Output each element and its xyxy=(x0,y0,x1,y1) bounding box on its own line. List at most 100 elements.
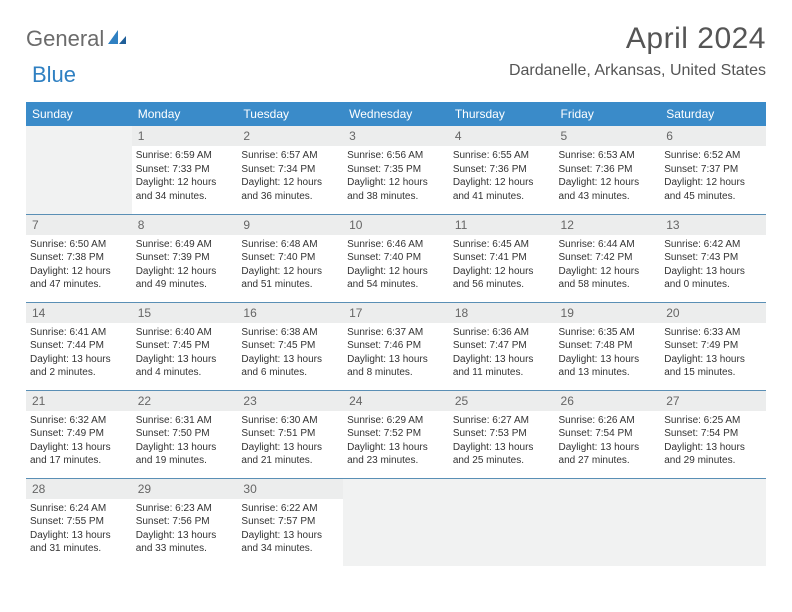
daylight-line: Daylight: 13 hours and 13 minutes. xyxy=(559,353,657,380)
logo: General xyxy=(26,26,128,52)
dow-thursday: Thursday xyxy=(449,102,555,126)
day-body: Sunrise: 6:30 AMSunset: 7:51 PMDaylight:… xyxy=(237,411,343,472)
calendar-cell: 25Sunrise: 6:27 AMSunset: 7:53 PMDayligh… xyxy=(449,390,555,478)
day-body: Sunrise: 6:36 AMSunset: 7:47 PMDaylight:… xyxy=(449,323,555,384)
daylight-line: Daylight: 13 hours and 21 minutes. xyxy=(241,441,339,468)
day-number: 6 xyxy=(660,126,766,146)
calendar-week-row: 14Sunrise: 6:41 AMSunset: 7:44 PMDayligh… xyxy=(26,302,766,390)
daylight-line: Daylight: 13 hours and 19 minutes. xyxy=(136,441,234,468)
sunset-line: Sunset: 7:46 PM xyxy=(347,339,445,353)
sunrise-line: Sunrise: 6:57 AM xyxy=(241,149,339,163)
day-body: Sunrise: 6:57 AMSunset: 7:34 PMDaylight:… xyxy=(237,146,343,207)
logo-text-general: General xyxy=(26,26,104,52)
calendar-cell: 18Sunrise: 6:36 AMSunset: 7:47 PMDayligh… xyxy=(449,302,555,390)
day-number: 12 xyxy=(555,215,661,235)
sunrise-line: Sunrise: 6:38 AM xyxy=(241,326,339,340)
day-body: Sunrise: 6:55 AMSunset: 7:36 PMDaylight:… xyxy=(449,146,555,207)
sunset-line: Sunset: 7:37 PM xyxy=(664,163,762,177)
daylight-line: Daylight: 12 hours and 51 minutes. xyxy=(241,265,339,292)
sunset-line: Sunset: 7:39 PM xyxy=(136,251,234,265)
calendar-cell: 4Sunrise: 6:55 AMSunset: 7:36 PMDaylight… xyxy=(449,126,555,214)
sunrise-line: Sunrise: 6:41 AM xyxy=(30,326,128,340)
day-number: 4 xyxy=(449,126,555,146)
calendar-cell: 6 Sunrise: 6:52 AMSunset: 7:37 PMDaylight… xyxy=(660,126,766,214)
day-body: Sunrise: 6:37 AMSunset: 7:46 PMDaylight:… xyxy=(343,323,449,384)
day-number: 21 xyxy=(26,391,132,411)
logo-text-blue: Blue xyxy=(32,62,76,88)
day-number: 18 xyxy=(449,303,555,323)
day-number: 28 xyxy=(26,479,132,499)
daylight-line: Daylight: 12 hours and 45 minutes. xyxy=(664,176,762,203)
calendar-week-row: 21Sunrise: 6:32 AMSunset: 7:49 PMDayligh… xyxy=(26,390,766,478)
calendar-cell: 26Sunrise: 6:26 AMSunset: 7:54 PMDayligh… xyxy=(555,390,661,478)
day-body: Sunrise: 6:56 AMSunset: 7:35 PMDaylight:… xyxy=(343,146,449,207)
sunset-line: Sunset: 7:52 PM xyxy=(347,427,445,441)
sunset-line: Sunset: 7:44 PM xyxy=(30,339,128,353)
daylight-line: Daylight: 12 hours and 58 minutes. xyxy=(559,265,657,292)
calendar-cell: 16Sunrise: 6:38 AMSunset: 7:45 PMDayligh… xyxy=(237,302,343,390)
sunset-line: Sunset: 7:57 PM xyxy=(241,515,339,529)
sunset-line: Sunset: 7:53 PM xyxy=(453,427,551,441)
day-body: Sunrise: 6:45 AMSunset: 7:41 PMDaylight:… xyxy=(449,235,555,296)
day-number: 26 xyxy=(555,391,661,411)
day-number: 20 xyxy=(660,303,766,323)
location: Dardanelle, Arkansas, United States xyxy=(509,62,766,80)
daylight-line: Daylight: 13 hours and 0 minutes. xyxy=(664,265,762,292)
dow-wednesday: Wednesday xyxy=(343,102,449,126)
sunrise-line: Sunrise: 6:37 AM xyxy=(347,326,445,340)
calendar-cell: 11Sunrise: 6:45 AMSunset: 7:41 PMDayligh… xyxy=(449,214,555,302)
calendar-cell-empty xyxy=(449,478,555,566)
sunrise-line: Sunrise: 6:46 AM xyxy=(347,238,445,252)
calendar-cell: 23Sunrise: 6:30 AMSunset: 7:51 PMDayligh… xyxy=(237,390,343,478)
sunset-line: Sunset: 7:36 PM xyxy=(453,163,551,177)
sunrise-line: Sunrise: 6:59 AM xyxy=(136,149,234,163)
sunset-line: Sunset: 7:45 PM xyxy=(136,339,234,353)
sunset-line: Sunset: 7:42 PM xyxy=(559,251,657,265)
day-number: 10 xyxy=(343,215,449,235)
sunrise-line: Sunrise: 6:27 AM xyxy=(453,414,551,428)
day-body: Sunrise: 6:33 AMSunset: 7:49 PMDaylight:… xyxy=(660,323,766,384)
calendar-cell: 14Sunrise: 6:41 AMSunset: 7:44 PMDayligh… xyxy=(26,302,132,390)
daylight-line: Daylight: 12 hours and 49 minutes. xyxy=(136,265,234,292)
sunrise-line: Sunrise: 6:31 AM xyxy=(136,414,234,428)
sunrise-line: Sunrise: 6:35 AM xyxy=(559,326,657,340)
daylight-line: Daylight: 13 hours and 15 minutes. xyxy=(664,353,762,380)
day-body: Sunrise: 6:53 AMSunset: 7:36 PMDaylight:… xyxy=(555,146,661,207)
calendar-cell: 1Sunrise: 6:59 AMSunset: 7:33 PMDaylight… xyxy=(132,126,238,214)
sunset-line: Sunset: 7:45 PM xyxy=(241,339,339,353)
daylight-line: Daylight: 13 hours and 27 minutes. xyxy=(559,441,657,468)
daylight-line: Daylight: 13 hours and 17 minutes. xyxy=(30,441,128,468)
day-body: Sunrise: 6:48 AMSunset: 7:40 PMDaylight:… xyxy=(237,235,343,296)
day-body: Sunrise: 6:35 AMSunset: 7:48 PMDaylight:… xyxy=(555,323,661,384)
sunset-line: Sunset: 7:35 PM xyxy=(347,163,445,177)
sunrise-line: Sunrise: 6:52 AM xyxy=(664,149,762,163)
daylight-line: Daylight: 12 hours and 56 minutes. xyxy=(453,265,551,292)
sunrise-line: Sunrise: 6:48 AM xyxy=(241,238,339,252)
day-number: 16 xyxy=(237,303,343,323)
day-number: 3 xyxy=(343,126,449,146)
dow-tuesday: Tuesday xyxy=(237,102,343,126)
day-body: Sunrise: 6:29 AMSunset: 7:52 PMDaylight:… xyxy=(343,411,449,472)
sunrise-line: Sunrise: 6:36 AM xyxy=(453,326,551,340)
day-body: Sunrise: 6:24 AMSunset: 7:55 PMDaylight:… xyxy=(26,499,132,560)
dow-saturday: Saturday xyxy=(660,102,766,126)
calendar-cell: 3Sunrise: 6:56 AMSunset: 7:35 PMDaylight… xyxy=(343,126,449,214)
calendar-cell: 27Sunrise: 6:25 AMSunset: 7:54 PMDayligh… xyxy=(660,390,766,478)
calendar-cell: 13Sunrise: 6:42 AMSunset: 7:43 PMDayligh… xyxy=(660,214,766,302)
day-body: Sunrise: 6:50 AMSunset: 7:38 PMDaylight:… xyxy=(26,235,132,296)
day-number: 9 xyxy=(237,215,343,235)
sunrise-line: Sunrise: 6:49 AM xyxy=(136,238,234,252)
sunset-line: Sunset: 7:49 PM xyxy=(664,339,762,353)
sunset-line: Sunset: 7:54 PM xyxy=(559,427,657,441)
sunrise-line: Sunrise: 6:55 AM xyxy=(453,149,551,163)
sunset-line: Sunset: 7:56 PM xyxy=(136,515,234,529)
calendar-cell: 19Sunrise: 6:35 AMSunset: 7:48 PMDayligh… xyxy=(555,302,661,390)
calendar-cell: 7Sunrise: 6:50 AMSunset: 7:38 PMDaylight… xyxy=(26,214,132,302)
calendar-cell: 28Sunrise: 6:24 AMSunset: 7:55 PMDayligh… xyxy=(26,478,132,566)
daylight-line: Daylight: 12 hours and 41 minutes. xyxy=(453,176,551,203)
sunrise-line: Sunrise: 6:32 AM xyxy=(30,414,128,428)
day-body: Sunrise: 6:26 AMSunset: 7:54 PMDaylight:… xyxy=(555,411,661,472)
sunrise-line: Sunrise: 6:24 AM xyxy=(30,502,128,516)
day-number: 29 xyxy=(132,479,238,499)
dow-monday: Monday xyxy=(132,102,238,126)
